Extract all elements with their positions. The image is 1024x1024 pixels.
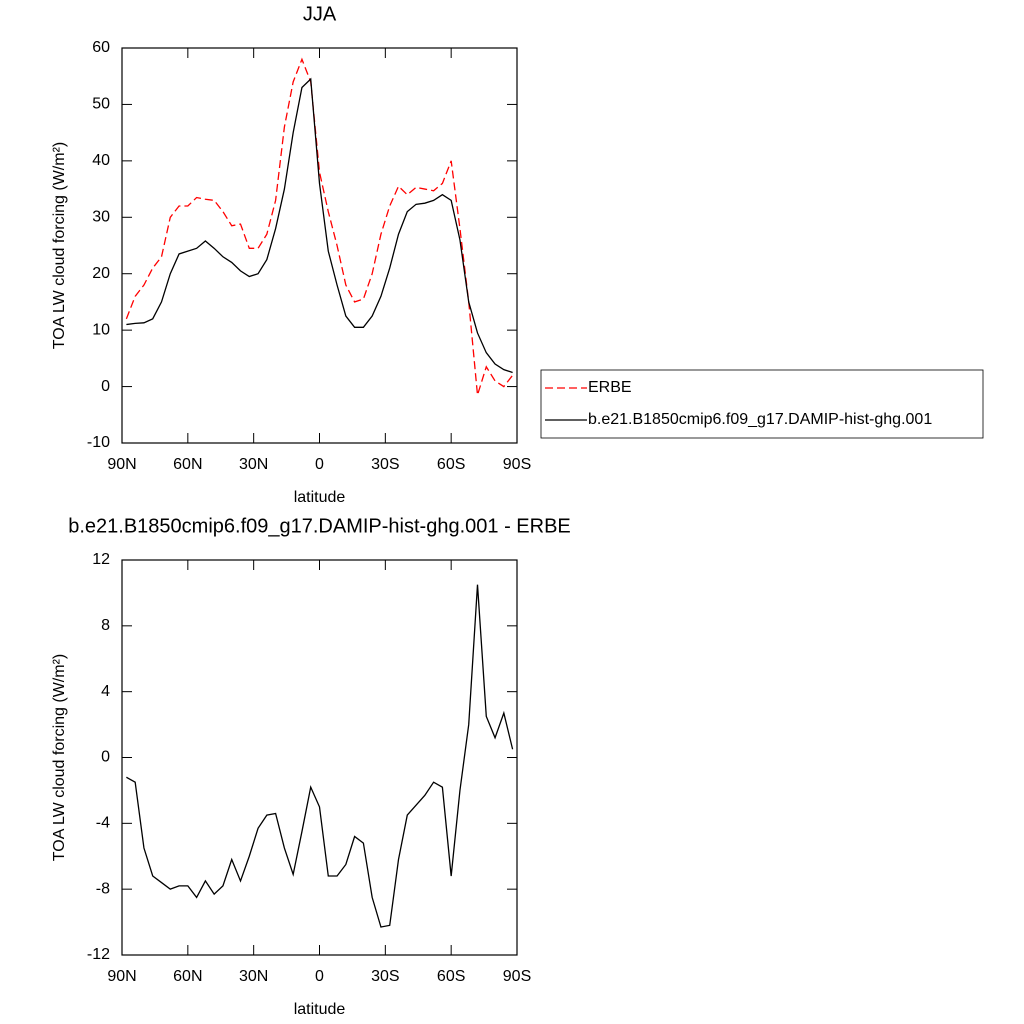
y-tick-label: -10 bbox=[87, 434, 110, 451]
x-tick-label: 90S bbox=[503, 968, 531, 985]
y-tick-label: 0 bbox=[101, 749, 110, 766]
x-tick-label: 30S bbox=[371, 456, 399, 473]
x-tick-label: 30N bbox=[239, 968, 268, 985]
y-tick-label: 4 bbox=[101, 683, 110, 700]
data-line bbox=[125, 57, 514, 396]
plot-frame bbox=[121, 559, 518, 956]
x-tick-label: 60N bbox=[173, 456, 202, 473]
x-axis-label: latitude bbox=[294, 489, 346, 506]
x-tick-label: 0 bbox=[315, 968, 324, 985]
y-tick-label: 12 bbox=[92, 551, 110, 568]
x-tick-label: 60S bbox=[437, 968, 465, 985]
y-tick-label: 0 bbox=[101, 378, 110, 395]
x-axis-label: latitude bbox=[294, 1001, 346, 1018]
y-tick-label: 8 bbox=[101, 617, 110, 634]
legend-label: ERBE bbox=[588, 379, 632, 396]
y-axis-label: TOA LW cloud forcing (W/m²) bbox=[51, 654, 68, 861]
y-tick-label: 10 bbox=[92, 321, 110, 338]
y-tick-label: -8 bbox=[96, 880, 110, 897]
x-tick-label: 90N bbox=[107, 968, 136, 985]
x-tick-label: 90N bbox=[107, 456, 136, 473]
x-tick-label: 60S bbox=[437, 456, 465, 473]
x-tick-label: 60N bbox=[173, 968, 202, 985]
chart-title: b.e21.B1850cmip6.f09_g17.DAMIP-hist-ghg.… bbox=[68, 515, 571, 537]
data-line bbox=[126, 584, 514, 928]
y-tick-label: 20 bbox=[92, 265, 110, 282]
y-axis-label: TOA LW cloud forcing (W/m²) bbox=[51, 142, 68, 349]
x-tick-label: 0 bbox=[315, 456, 324, 473]
legend-label: b.e21.B1850cmip6.f09_g17.DAMIP-hist-ghg.… bbox=[588, 411, 932, 428]
y-tick-label: 30 bbox=[92, 209, 110, 226]
data-line bbox=[126, 77, 513, 374]
x-tick-label: 30S bbox=[371, 968, 399, 985]
y-tick-label: 60 bbox=[92, 39, 110, 56]
y-tick-label: -4 bbox=[96, 815, 110, 832]
plot-frame bbox=[121, 47, 518, 444]
chart-title: JJA bbox=[303, 3, 337, 25]
y-tick-label: 50 bbox=[92, 96, 110, 113]
legend-box bbox=[540, 369, 984, 439]
y-tick-label: -12 bbox=[87, 946, 110, 963]
y-tick-label: 40 bbox=[92, 152, 110, 169]
x-tick-label: 30N bbox=[239, 456, 268, 473]
x-tick-label: 90S bbox=[503, 456, 531, 473]
